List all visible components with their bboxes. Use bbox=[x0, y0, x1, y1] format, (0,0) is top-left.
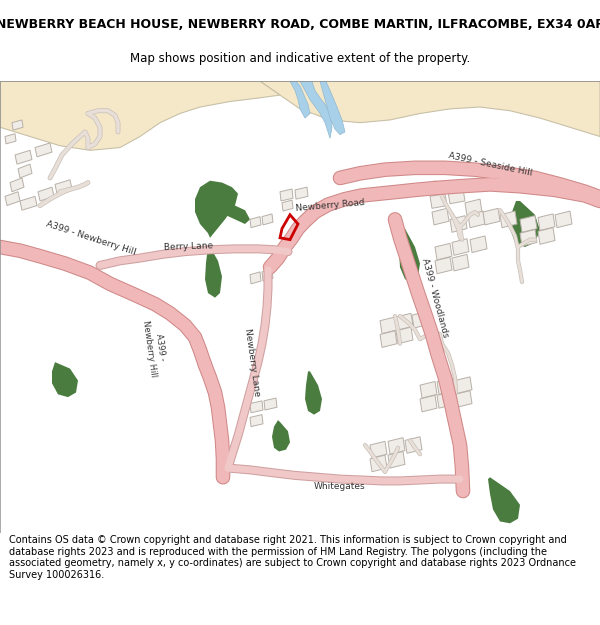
Polygon shape bbox=[488, 478, 520, 523]
Polygon shape bbox=[468, 211, 485, 227]
Polygon shape bbox=[450, 216, 467, 232]
Polygon shape bbox=[15, 151, 32, 164]
Polygon shape bbox=[0, 81, 280, 151]
Text: Contains OS data © Crown copyright and database right 2021. This information is : Contains OS data © Crown copyright and d… bbox=[9, 535, 576, 580]
Polygon shape bbox=[260, 81, 600, 136]
Polygon shape bbox=[437, 392, 454, 408]
Polygon shape bbox=[380, 317, 397, 334]
Polygon shape bbox=[250, 272, 261, 284]
Polygon shape bbox=[555, 211, 572, 227]
Polygon shape bbox=[20, 196, 37, 210]
Polygon shape bbox=[538, 214, 555, 231]
Polygon shape bbox=[280, 189, 293, 201]
Polygon shape bbox=[520, 229, 537, 246]
Polygon shape bbox=[320, 81, 345, 134]
Polygon shape bbox=[465, 199, 482, 216]
Polygon shape bbox=[500, 211, 517, 227]
Polygon shape bbox=[405, 437, 422, 453]
Polygon shape bbox=[250, 414, 263, 427]
Polygon shape bbox=[205, 247, 222, 298]
Polygon shape bbox=[388, 438, 405, 454]
Polygon shape bbox=[5, 192, 20, 206]
Polygon shape bbox=[290, 81, 310, 118]
Text: A399 -
Newberry Hill: A399 - Newberry Hill bbox=[142, 319, 169, 378]
Polygon shape bbox=[420, 395, 437, 412]
Polygon shape bbox=[264, 398, 277, 410]
Polygon shape bbox=[12, 120, 23, 130]
Polygon shape bbox=[370, 455, 387, 472]
Text: Whitegates: Whitegates bbox=[314, 482, 366, 491]
Polygon shape bbox=[435, 243, 452, 260]
Polygon shape bbox=[399, 229, 420, 282]
Polygon shape bbox=[435, 257, 452, 274]
Text: Newberry Lane: Newberry Lane bbox=[243, 328, 261, 397]
Polygon shape bbox=[5, 134, 16, 144]
Polygon shape bbox=[455, 377, 472, 394]
Polygon shape bbox=[510, 201, 540, 247]
Polygon shape bbox=[470, 236, 487, 252]
Polygon shape bbox=[430, 194, 447, 208]
Polygon shape bbox=[437, 378, 454, 394]
Polygon shape bbox=[396, 327, 413, 344]
Polygon shape bbox=[452, 239, 469, 255]
Polygon shape bbox=[300, 81, 332, 138]
Polygon shape bbox=[370, 441, 387, 458]
Polygon shape bbox=[412, 311, 429, 328]
Polygon shape bbox=[420, 381, 437, 398]
Polygon shape bbox=[250, 401, 263, 412]
Polygon shape bbox=[538, 228, 555, 244]
Polygon shape bbox=[262, 214, 273, 225]
Polygon shape bbox=[52, 362, 78, 397]
Polygon shape bbox=[455, 391, 472, 408]
Polygon shape bbox=[10, 178, 24, 192]
Polygon shape bbox=[432, 208, 449, 225]
Polygon shape bbox=[272, 420, 290, 451]
Polygon shape bbox=[396, 313, 413, 330]
Polygon shape bbox=[195, 181, 238, 238]
Polygon shape bbox=[448, 189, 465, 204]
Polygon shape bbox=[282, 200, 293, 211]
Text: Newberry Road: Newberry Road bbox=[295, 198, 365, 213]
Polygon shape bbox=[388, 451, 405, 468]
Polygon shape bbox=[38, 187, 54, 201]
Polygon shape bbox=[380, 331, 397, 348]
Polygon shape bbox=[55, 180, 72, 194]
Text: Map shows position and indicative extent of the property.: Map shows position and indicative extent… bbox=[130, 52, 470, 65]
Polygon shape bbox=[35, 143, 52, 157]
Polygon shape bbox=[18, 164, 32, 178]
Text: A399 - Seaside Hill: A399 - Seaside Hill bbox=[448, 151, 533, 178]
Text: A399 - Newberry Hill: A399 - Newberry Hill bbox=[45, 219, 137, 257]
Polygon shape bbox=[452, 254, 469, 271]
Text: NEWBERRY BEACH HOUSE, NEWBERRY ROAD, COMBE MARTIN, ILFRACOMBE, EX34 0AP: NEWBERRY BEACH HOUSE, NEWBERRY ROAD, COM… bbox=[0, 18, 600, 31]
Polygon shape bbox=[520, 216, 537, 232]
Polygon shape bbox=[483, 208, 500, 225]
Polygon shape bbox=[305, 371, 322, 414]
Text: A399 - Woodlands: A399 - Woodlands bbox=[420, 257, 450, 338]
Polygon shape bbox=[250, 217, 261, 227]
Polygon shape bbox=[225, 206, 250, 224]
Text: Berry Lane: Berry Lane bbox=[163, 242, 213, 252]
Polygon shape bbox=[262, 269, 273, 281]
Polygon shape bbox=[295, 187, 308, 199]
